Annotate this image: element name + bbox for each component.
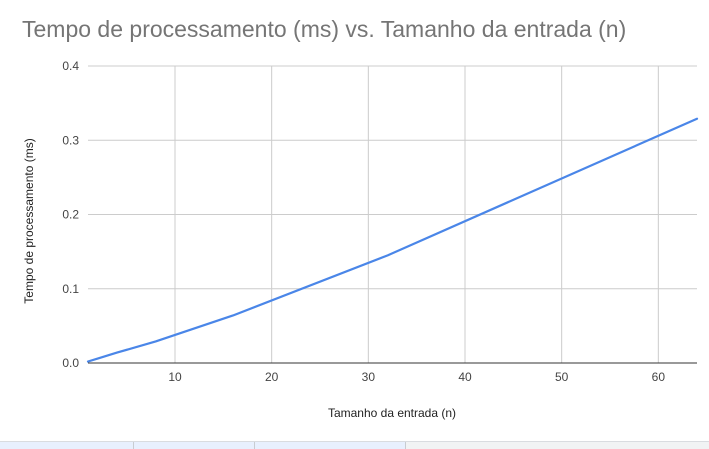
x-tick-label: 30 — [362, 370, 376, 384]
tick-labels: 0.0 0.1 0.2 0.3 0.4 10 20 30 40 50 60 — [62, 59, 665, 384]
chart-title: Tempo de processamento (ms) vs. Tamanho … — [22, 16, 627, 42]
series-line — [86, 117, 699, 363]
y-tick-label: 0.1 — [62, 282, 79, 296]
x-tick-label: 50 — [555, 370, 569, 384]
y-tick-label: 0.4 — [62, 59, 79, 73]
x-tick-label: 40 — [458, 370, 472, 384]
y-tick-label: 0.2 — [62, 208, 79, 222]
sheet-tab[interactable] — [255, 442, 406, 449]
sheet-tab-strip — [0, 441, 709, 449]
y-axis-title: Tempo de processamento (ms) — [22, 138, 36, 303]
y-tick-label: 0.0 — [62, 356, 79, 370]
series-layer — [86, 117, 699, 363]
sheet-tab[interactable] — [134, 442, 255, 449]
y-tick-label: 0.3 — [62, 133, 79, 147]
x-axis-title: Tamanho da entrada (n) — [328, 406, 456, 420]
x-tick-label: 20 — [265, 370, 279, 384]
gridlines — [88, 65, 697, 363]
x-tick-label: 10 — [168, 370, 182, 384]
x-tick-label: 60 — [652, 370, 666, 384]
sheet-tab[interactable] — [0, 442, 134, 449]
